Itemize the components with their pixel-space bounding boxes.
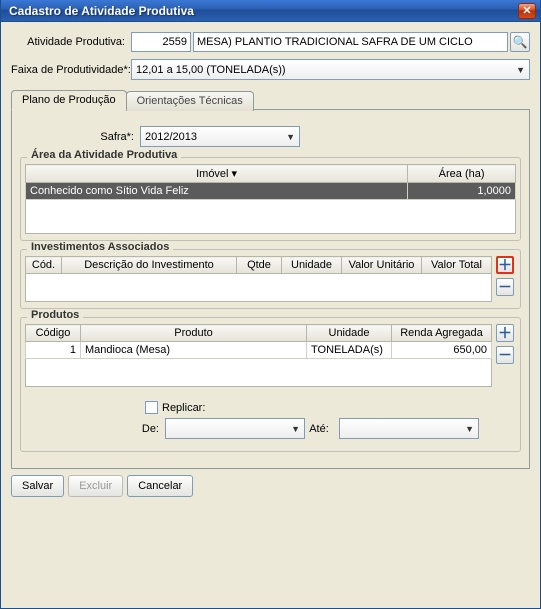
group-area: Área da Atividade Produtiva Imóvel ▾ Áre… xyxy=(20,157,521,241)
col-area[interactable]: Área (ha) xyxy=(408,165,516,183)
minus-icon: － xyxy=(498,277,512,297)
col-desc[interactable]: Descrição do Investimento xyxy=(62,257,237,274)
atividade-desc-text: MESA) PLANTIO TRADICIONAL SAFRA DE UM CI… xyxy=(197,36,473,48)
tabstrip: Plano de Produção Orientações Técnicas xyxy=(11,90,530,110)
atividade-search-button[interactable]: 🔍 xyxy=(510,32,530,52)
tab-orientacoes-tecnicas[interactable]: Orientações Técnicas xyxy=(126,91,254,111)
group-inv-title: Investimentos Associados xyxy=(27,241,173,253)
cell-area: 1,0000 xyxy=(408,183,516,200)
chevron-down-icon: ▼ xyxy=(465,424,474,434)
minus-icon: － xyxy=(498,345,512,365)
area-table-empty xyxy=(25,200,516,234)
de-label: De: xyxy=(25,423,165,435)
group-area-title: Área da Atividade Produtiva xyxy=(27,149,181,161)
col-imovel[interactable]: Imóvel ▾ xyxy=(26,165,408,183)
replicar-checkbox[interactable] xyxy=(145,401,158,414)
cell-codigo: 1 xyxy=(26,342,81,359)
col-renda[interactable]: Renda Agregada xyxy=(392,325,492,342)
excluir-button[interactable]: Excluir xyxy=(68,475,123,497)
window-title: Cadastro de Atividade Produtiva xyxy=(9,4,518,18)
faixa-value: 12,01 a 15,00 (TONELADA(s)) xyxy=(136,64,286,76)
cell-imovel: Conhecido como Sítio Vida Feliz xyxy=(26,183,408,200)
titlebar: Cadastro de Atividade Produtiva ✕ xyxy=(1,0,540,22)
inv-table-empty xyxy=(25,274,492,302)
prod-add-button[interactable]: ＋ xyxy=(496,324,514,342)
plus-icon: ＋ xyxy=(498,323,512,343)
safra-combo[interactable]: 2012/2013 ▼ xyxy=(140,126,300,147)
group-produtos: Produtos Código Produto Unidade Renda Ag… xyxy=(20,317,521,452)
ate-label: Até: xyxy=(305,423,339,435)
ate-combo[interactable]: ▼ xyxy=(339,418,479,439)
inv-remove-button[interactable]: － xyxy=(496,278,514,296)
col-produto[interactable]: Produto xyxy=(81,325,307,342)
group-investimentos: Investimentos Associados Cód. Descrição … xyxy=(20,249,521,309)
search-icon: 🔍 xyxy=(513,35,528,49)
prod-row[interactable]: 1 Mandioca (Mesa) TONELADA(s) 650,00 xyxy=(26,342,492,359)
col-unidade[interactable]: Unidade xyxy=(282,257,342,274)
chevron-down-icon: ▼ xyxy=(286,132,295,142)
cell-unidade: TONELADA(s) xyxy=(307,342,392,359)
faixa-label: Faixa de Produtividade*: xyxy=(11,64,131,76)
safra-label: Safra*: xyxy=(20,131,140,143)
cell-renda: 650,00 xyxy=(392,342,492,359)
inv-header-row: Cód. Descrição do Investimento Qtde Unid… xyxy=(26,257,492,274)
faixa-combo[interactable]: 12,01 a 15,00 (TONELADA(s)) ▼ xyxy=(131,59,530,80)
area-row-selected[interactable]: Conhecido como Sítio Vida Feliz 1,0000 xyxy=(26,183,516,200)
inv-add-button[interactable]: ＋ xyxy=(496,256,514,274)
prod-table-empty xyxy=(25,359,492,387)
atividade-code-input[interactable] xyxy=(131,32,191,52)
de-combo[interactable]: ▼ xyxy=(165,418,305,439)
col-cod[interactable]: Cód. xyxy=(26,257,62,274)
inv-table[interactable]: Cód. Descrição do Investimento Qtde Unid… xyxy=(25,256,492,274)
safra-value: 2012/2013 xyxy=(145,131,197,143)
col-valor-unitario[interactable]: Valor Unitário xyxy=(342,257,422,274)
salvar-button[interactable]: Salvar xyxy=(11,475,64,497)
col-qtde[interactable]: Qtde xyxy=(237,257,282,274)
prod-header-row: Código Produto Unidade Renda Agregada xyxy=(26,325,492,342)
atividade-desc-field[interactable]: MESA) PLANTIO TRADICIONAL SAFRA DE UM CI… xyxy=(193,32,508,52)
group-prod-title: Produtos xyxy=(27,309,83,321)
chevron-down-icon: ▼ xyxy=(516,65,525,75)
area-table[interactable]: Imóvel ▾ Área (ha) Conhecido como Sítio … xyxy=(25,164,516,200)
atividade-label: Atividade Produtiva: xyxy=(11,36,131,48)
col-unidade[interactable]: Unidade xyxy=(307,325,392,342)
prod-table[interactable]: Código Produto Unidade Renda Agregada 1 … xyxy=(25,324,492,359)
cell-produto: Mandioca (Mesa) xyxy=(81,342,307,359)
tab-plano-producao[interactable]: Plano de Produção xyxy=(11,90,127,110)
close-button[interactable]: ✕ xyxy=(518,3,536,19)
replicar-label: Replicar: xyxy=(162,402,205,414)
col-codigo[interactable]: Código xyxy=(26,325,81,342)
area-header-row: Imóvel ▾ Área (ha) xyxy=(26,165,516,183)
plus-icon: ＋ xyxy=(498,255,512,275)
tabpanel-plano: Safra*: 2012/2013 ▼ Área da Atividade Pr… xyxy=(11,109,530,469)
col-valor-total[interactable]: Valor Total xyxy=(422,257,492,274)
close-icon: ✕ xyxy=(522,4,531,17)
prod-remove-button[interactable]: － xyxy=(496,346,514,364)
cancelar-button[interactable]: Cancelar xyxy=(127,475,193,497)
chevron-down-icon: ▼ xyxy=(291,424,300,434)
dialog-window: Cadastro de Atividade Produtiva ✕ Ativid… xyxy=(0,0,541,609)
